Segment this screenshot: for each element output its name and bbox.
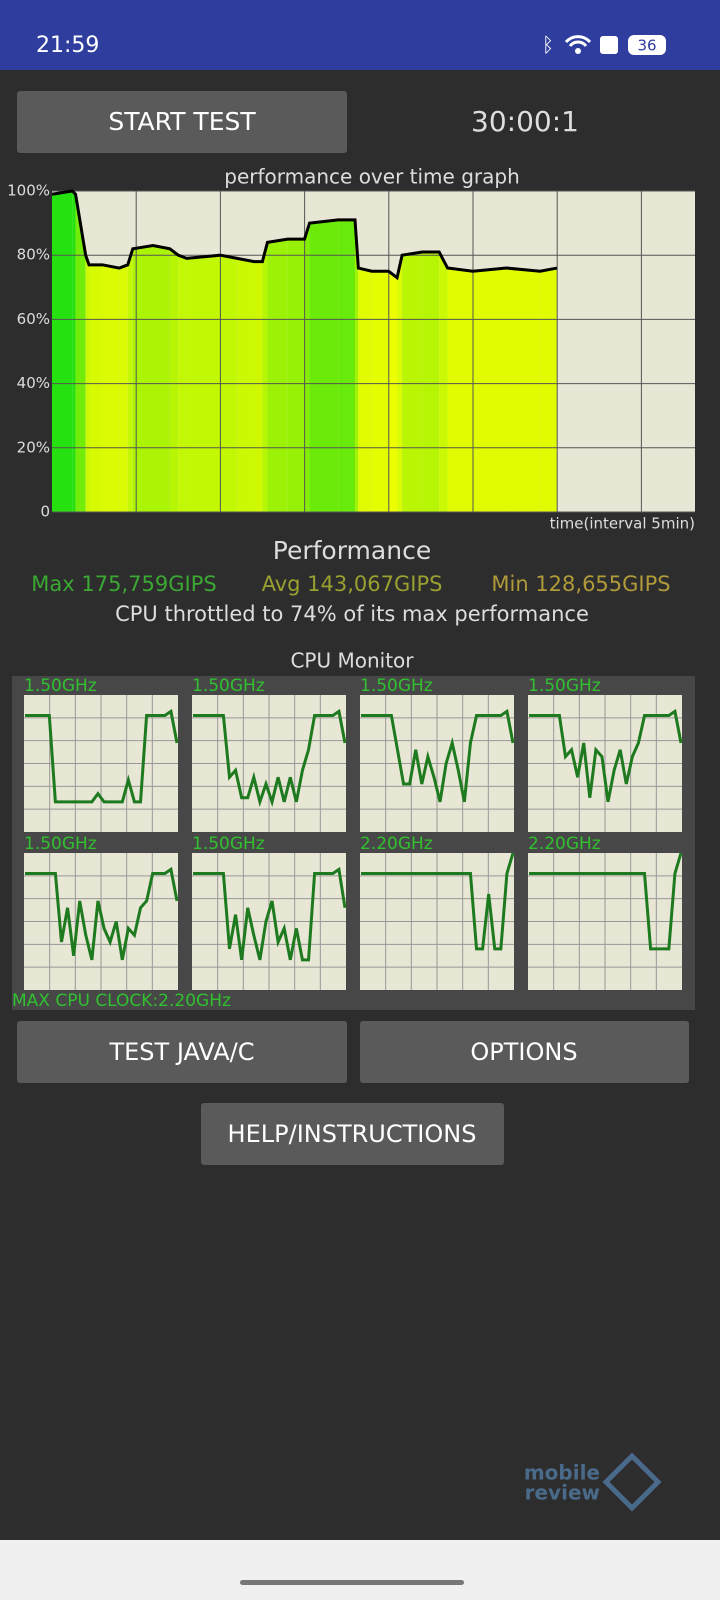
area-segment <box>422 251 440 513</box>
button-label: START TEST <box>108 107 256 136</box>
y-tick-label: 80% <box>17 246 50 264</box>
x-axis-label: time(interval 5min) <box>550 515 695 533</box>
area-segment <box>89 264 103 512</box>
bluetooth-icon: ᛒ <box>542 33 554 57</box>
cpu-line <box>25 866 179 961</box>
area-segment <box>72 191 76 512</box>
button-label: OPTIONS <box>470 1038 577 1066</box>
area-segment <box>262 242 268 513</box>
area-segment <box>540 268 557 512</box>
area-segment <box>237 258 254 512</box>
timer: 30:00:1 <box>471 105 579 138</box>
options-button[interactable] <box>360 1021 689 1083</box>
watermark: review <box>525 1481 600 1505</box>
cpu-line <box>193 866 347 962</box>
cpu-frequency: 1.50GHz <box>24 834 97 854</box>
battery-level: 36 <box>637 37 656 55</box>
area-segment <box>169 248 179 512</box>
area-segment <box>439 251 448 513</box>
area-segment <box>253 261 263 512</box>
watermark-logo <box>602 1452 662 1512</box>
max-cpu-clock: MAX CPU CLOCK:2.20GHz <box>12 991 231 1011</box>
home-indicator <box>240 1580 464 1585</box>
graph-title: performance over time graph <box>224 165 520 189</box>
area-segment <box>152 245 170 512</box>
area-segment <box>447 268 473 512</box>
notification-icon <box>600 36 618 54</box>
max-performance: Max 175,759GIPS <box>31 572 216 596</box>
area-segment <box>102 264 120 512</box>
wifi-icon <box>564 35 592 48</box>
area-segment <box>127 248 133 512</box>
cpu-frequency: 1.50GHz <box>360 676 433 696</box>
area-segment <box>52 191 73 512</box>
area-segment <box>287 239 305 512</box>
area-segment <box>388 271 398 512</box>
battery-icon <box>628 35 666 55</box>
cpu-monitor-title: CPU Monitor <box>290 649 414 673</box>
area-segment <box>304 223 310 512</box>
min-performance: Min 128,655GIPS <box>491 572 670 596</box>
watermark: mobile <box>524 1461 600 1485</box>
area-segment <box>506 268 541 512</box>
y-tick-label: 0 <box>40 503 50 521</box>
status-bar <box>0 0 720 70</box>
performance-heading: Performance <box>273 536 431 565</box>
cpu-frequency: 1.50GHz <box>192 834 265 854</box>
wifi-dot <box>575 48 581 54</box>
performance-line <box>51 189 558 281</box>
y-tick-label: 60% <box>17 310 50 328</box>
area-segment <box>358 268 372 512</box>
help-button[interactable] <box>201 1103 504 1165</box>
y-tick-label: 100% <box>7 182 50 200</box>
area-segment <box>132 245 153 512</box>
area-segment <box>119 264 128 512</box>
start-test-button[interactable] <box>17 91 347 153</box>
area-segment <box>371 271 389 512</box>
cpu-frequency: 1.50GHz <box>24 676 97 696</box>
area-segment <box>75 194 86 512</box>
area-segment <box>402 251 423 513</box>
nav-bar <box>0 1540 720 1600</box>
button-label: HELP/INSTRUCTIONS <box>228 1120 477 1148</box>
cpu-line <box>361 852 515 951</box>
cpu-line <box>25 708 179 804</box>
y-tick-label: 40% <box>17 374 50 392</box>
y-tick-label: 20% <box>17 438 50 456</box>
cpu-frequency: 1.50GHz <box>528 676 601 696</box>
cpu-frequency: 2.20GHz <box>360 834 433 854</box>
clock: 21:59 <box>36 33 99 58</box>
area-segment <box>338 219 355 512</box>
throttle-text: CPU throttled to 74% of its max performa… <box>115 602 589 626</box>
area-segment <box>472 268 507 512</box>
button-label: TEST JAVA/C <box>108 1038 254 1066</box>
area-segment <box>354 219 359 512</box>
cpu-frequency: 2.20GHz <box>528 834 601 854</box>
cpu-line <box>529 708 683 803</box>
cpu-frequency: 1.50GHz <box>192 676 265 696</box>
area-segment <box>267 239 288 512</box>
cpu-line <box>193 708 347 808</box>
avg-performance: Avg 143,067GIPS <box>262 572 443 596</box>
cpu-line <box>361 708 515 803</box>
cpu-line <box>529 852 683 951</box>
test-java-button[interactable] <box>17 1021 347 1083</box>
area-segment <box>309 219 339 512</box>
